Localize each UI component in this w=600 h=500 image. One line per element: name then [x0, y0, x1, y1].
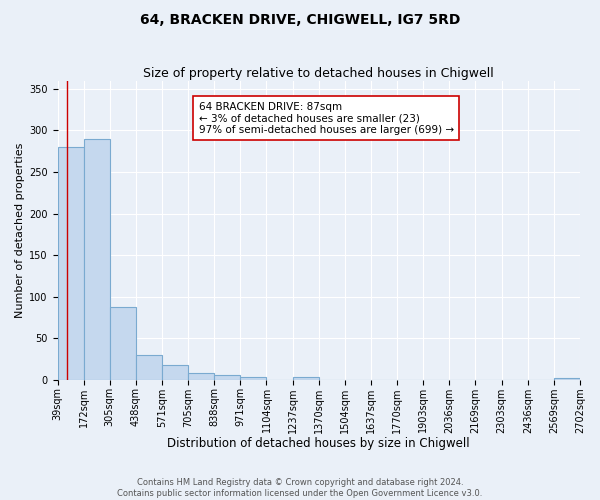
- Text: 64, BRACKEN DRIVE, CHIGWELL, IG7 5RD: 64, BRACKEN DRIVE, CHIGWELL, IG7 5RD: [140, 12, 460, 26]
- Bar: [162, 366, 188, 380]
- Bar: [554, 378, 580, 380]
- Bar: [241, 377, 266, 380]
- Bar: [293, 377, 319, 380]
- Text: Contains HM Land Registry data © Crown copyright and database right 2024.
Contai: Contains HM Land Registry data © Crown c…: [118, 478, 482, 498]
- Text: 64 BRACKEN DRIVE: 87sqm
← 3% of detached houses are smaller (23)
97% of semi-det: 64 BRACKEN DRIVE: 87sqm ← 3% of detached…: [199, 102, 454, 135]
- Bar: [188, 373, 214, 380]
- Bar: [58, 147, 83, 380]
- Bar: [83, 139, 110, 380]
- Bar: [136, 354, 162, 380]
- Title: Size of property relative to detached houses in Chigwell: Size of property relative to detached ho…: [143, 66, 494, 80]
- Bar: [214, 376, 241, 380]
- X-axis label: Distribution of detached houses by size in Chigwell: Distribution of detached houses by size …: [167, 437, 470, 450]
- Y-axis label: Number of detached properties: Number of detached properties: [15, 142, 25, 318]
- Bar: [110, 306, 136, 380]
